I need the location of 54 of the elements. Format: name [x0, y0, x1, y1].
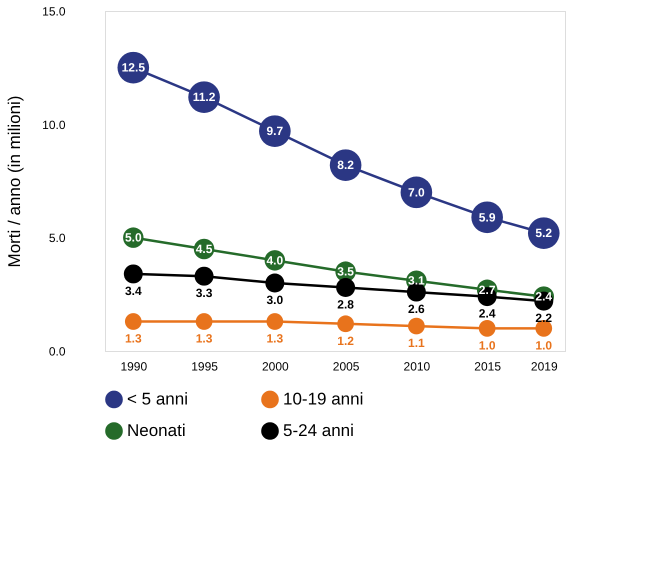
y-tick-label: 15.0 [42, 4, 66, 18]
legend-label: 10-19 anni [283, 389, 364, 408]
x-tick-label: 2019 [530, 360, 558, 374]
data-label: 4.0 [266, 253, 284, 268]
data-label: 9.7 [266, 124, 284, 138]
point [337, 315, 354, 332]
y-axis-title: Morti / anno (in milioni) [5, 96, 24, 268]
data-label: 1.1 [408, 336, 426, 350]
data-label: 1.3 [124, 332, 142, 346]
data-label: 11.2 [192, 90, 216, 104]
data-label: 3.3 [196, 286, 213, 300]
x-tick-label: 2005 [332, 360, 360, 374]
x-tick-label: 2015 [474, 360, 502, 374]
data-label: 1.3 [266, 332, 284, 346]
data-label: 2.4 [535, 290, 552, 304]
point [124, 264, 143, 284]
x-tick-label: 1995 [191, 360, 218, 374]
data-label: 5.2 [535, 226, 552, 240]
y-tick-label: 0.0 [48, 344, 66, 358]
data-label: 2.6 [408, 302, 426, 316]
legend-label: < 5 anni [127, 389, 188, 408]
data-label: 8.2 [337, 158, 354, 172]
data-label: 3.1 [408, 274, 426, 288]
legend-label: 5-24 anni [283, 421, 354, 440]
y-tick-label: 10.0 [42, 118, 66, 132]
data-label: 2.4 [478, 306, 496, 321]
point [336, 278, 356, 297]
y-tick-label: 5.0 [48, 231, 66, 246]
data-label: 5.9 [478, 210, 496, 224]
data-label: 1.0 [535, 338, 552, 352]
data-label: 7.0 [408, 185, 426, 200]
data-label: 12.5 [122, 60, 146, 75]
point [266, 313, 284, 330]
point [196, 313, 212, 330]
data-label: 4.5 [196, 242, 213, 256]
x-tick-label: 2000 [262, 360, 290, 374]
data-label: 2.8 [337, 298, 354, 312]
data-label: 2.7 [478, 282, 496, 297]
point [124, 313, 142, 330]
point [478, 320, 496, 337]
data-label: 3.4 [124, 284, 142, 298]
data-label: 3.5 [337, 264, 354, 279]
data-label: 3.0 [266, 293, 284, 307]
data-label: 5.0 [124, 230, 142, 245]
data-label: 1.0 [478, 338, 496, 352]
x-tick-label: 2010 [404, 360, 431, 374]
point [408, 318, 425, 334]
point [265, 274, 284, 292]
point [194, 266, 214, 286]
data-label: 2.2 [535, 311, 552, 326]
x-tick-label: 1990 [120, 360, 148, 374]
data-label: 1.2 [337, 334, 354, 348]
legend-label: Neonati [127, 421, 186, 440]
data-label: 1.3 [196, 332, 213, 346]
